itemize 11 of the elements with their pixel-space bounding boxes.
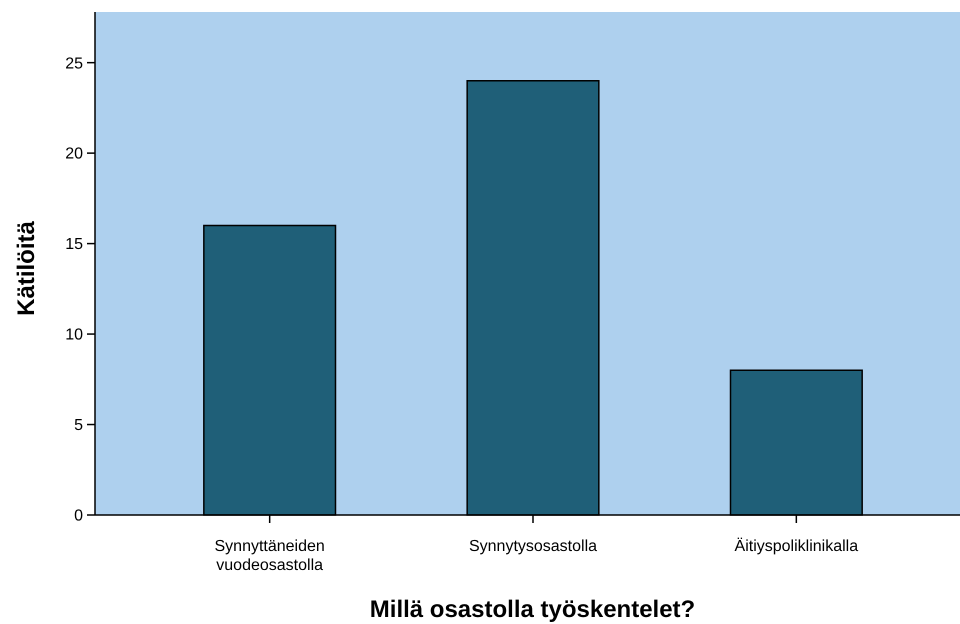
y-tick-label: 25	[65, 55, 84, 72]
y-tick-label: 5	[74, 417, 84, 434]
y-tick-label: 15	[65, 236, 84, 254]
y-tick-label: 20	[65, 146, 84, 163]
x-axis-title: Millä osastolla työskentelet?	[370, 596, 696, 623]
y-tick-label: 0	[74, 508, 84, 525]
x-tick-label: Äitiyspoliklinikalla	[734, 537, 858, 555]
y-axis-title: Kätilöitä	[13, 220, 40, 316]
x-tick-label: Synnyttäneiden vuodeosastolla	[214, 538, 325, 574]
x-tick-label: Synnytysosastolla	[468, 538, 598, 555]
y-tick-label: 10	[65, 326, 84, 344]
